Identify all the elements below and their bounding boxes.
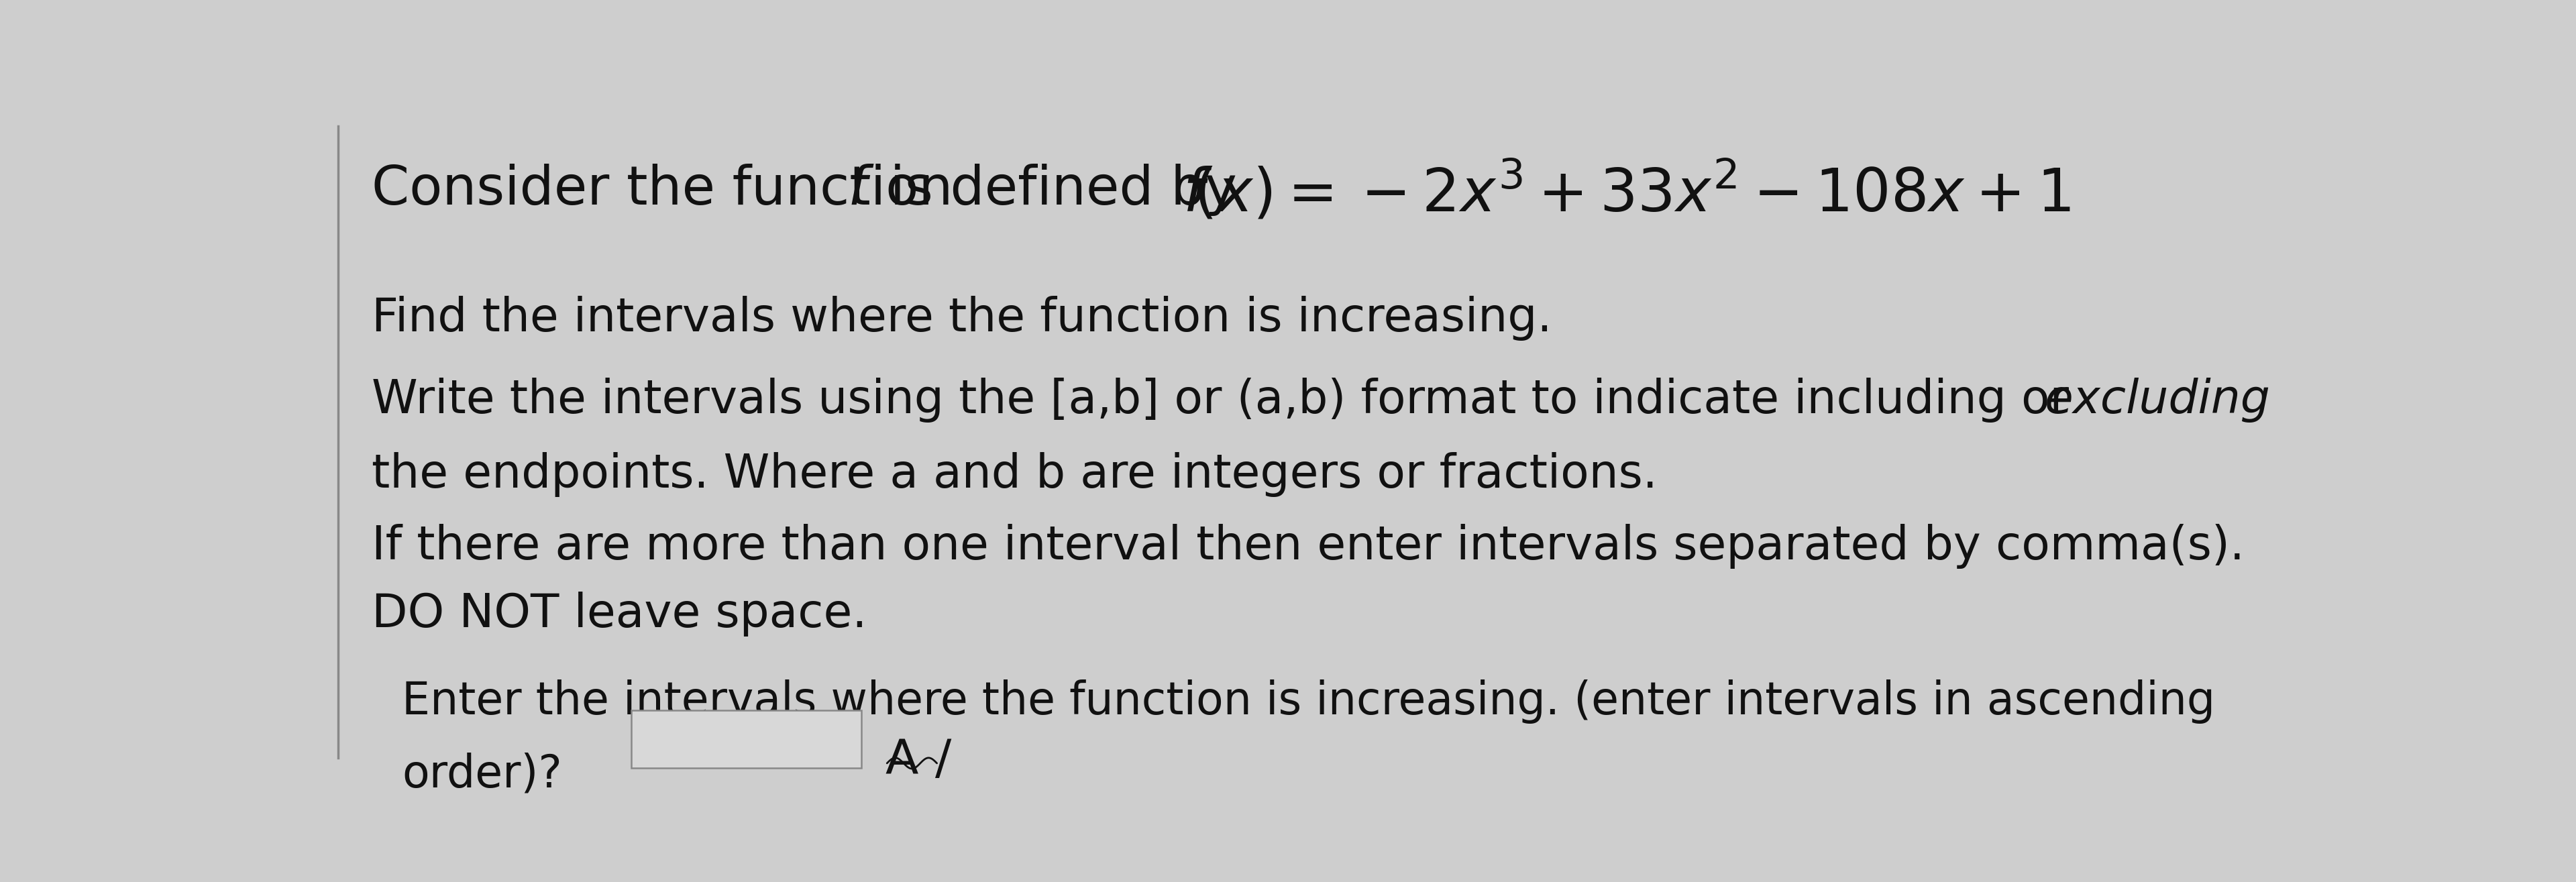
FancyBboxPatch shape (631, 710, 860, 768)
Text: Enter the intervals where the function is increasing. (enter intervals in ascend: Enter the intervals where the function i… (402, 680, 2215, 724)
Text: $f$: $f$ (848, 163, 873, 216)
Text: DO NOT leave space.: DO NOT leave space. (371, 592, 868, 637)
Text: is defined by: is defined by (873, 163, 1255, 216)
Text: the endpoints. Where a and b are integers or fractions.: the endpoints. Where a and b are integer… (371, 452, 1659, 497)
Text: /: / (935, 737, 951, 784)
Text: Consider the function: Consider the function (371, 163, 971, 216)
Text: Find the intervals where the function is increasing.: Find the intervals where the function is… (371, 296, 1553, 341)
Text: If there are more than one interval then enter intervals separated by comma(s).: If there are more than one interval then… (371, 524, 2244, 569)
Text: order)?: order)? (402, 752, 562, 796)
Text: Write the intervals using the [a,b] or (a,b) format to indicate including or: Write the intervals using the [a,b] or (… (371, 377, 2084, 422)
Text: $f\!\left(x\right) = -2x^3 + 33x^2 - 108x + 1$: $f\!\left(x\right) = -2x^3 + 33x^2 - 108… (1182, 161, 2071, 224)
Text: A: A (886, 737, 917, 784)
Text: excluding: excluding (2045, 377, 2272, 422)
